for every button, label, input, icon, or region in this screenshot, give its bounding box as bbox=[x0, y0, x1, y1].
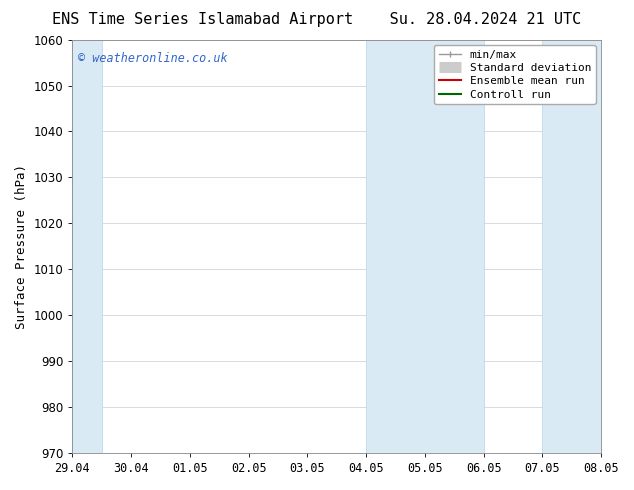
Text: © weatheronline.co.uk: © weatheronline.co.uk bbox=[77, 52, 227, 65]
Bar bbox=[72, 40, 101, 453]
Bar bbox=[543, 40, 601, 453]
Text: ENS Time Series Islamabad Airport    Su. 28.04.2024 21 UTC: ENS Time Series Islamabad Airport Su. 28… bbox=[53, 12, 581, 27]
Legend: min/max, Standard deviation, Ensemble mean run, Controll run: min/max, Standard deviation, Ensemble me… bbox=[434, 45, 595, 104]
Bar bbox=[366, 40, 484, 453]
Y-axis label: Surface Pressure (hPa): Surface Pressure (hPa) bbox=[15, 164, 28, 329]
